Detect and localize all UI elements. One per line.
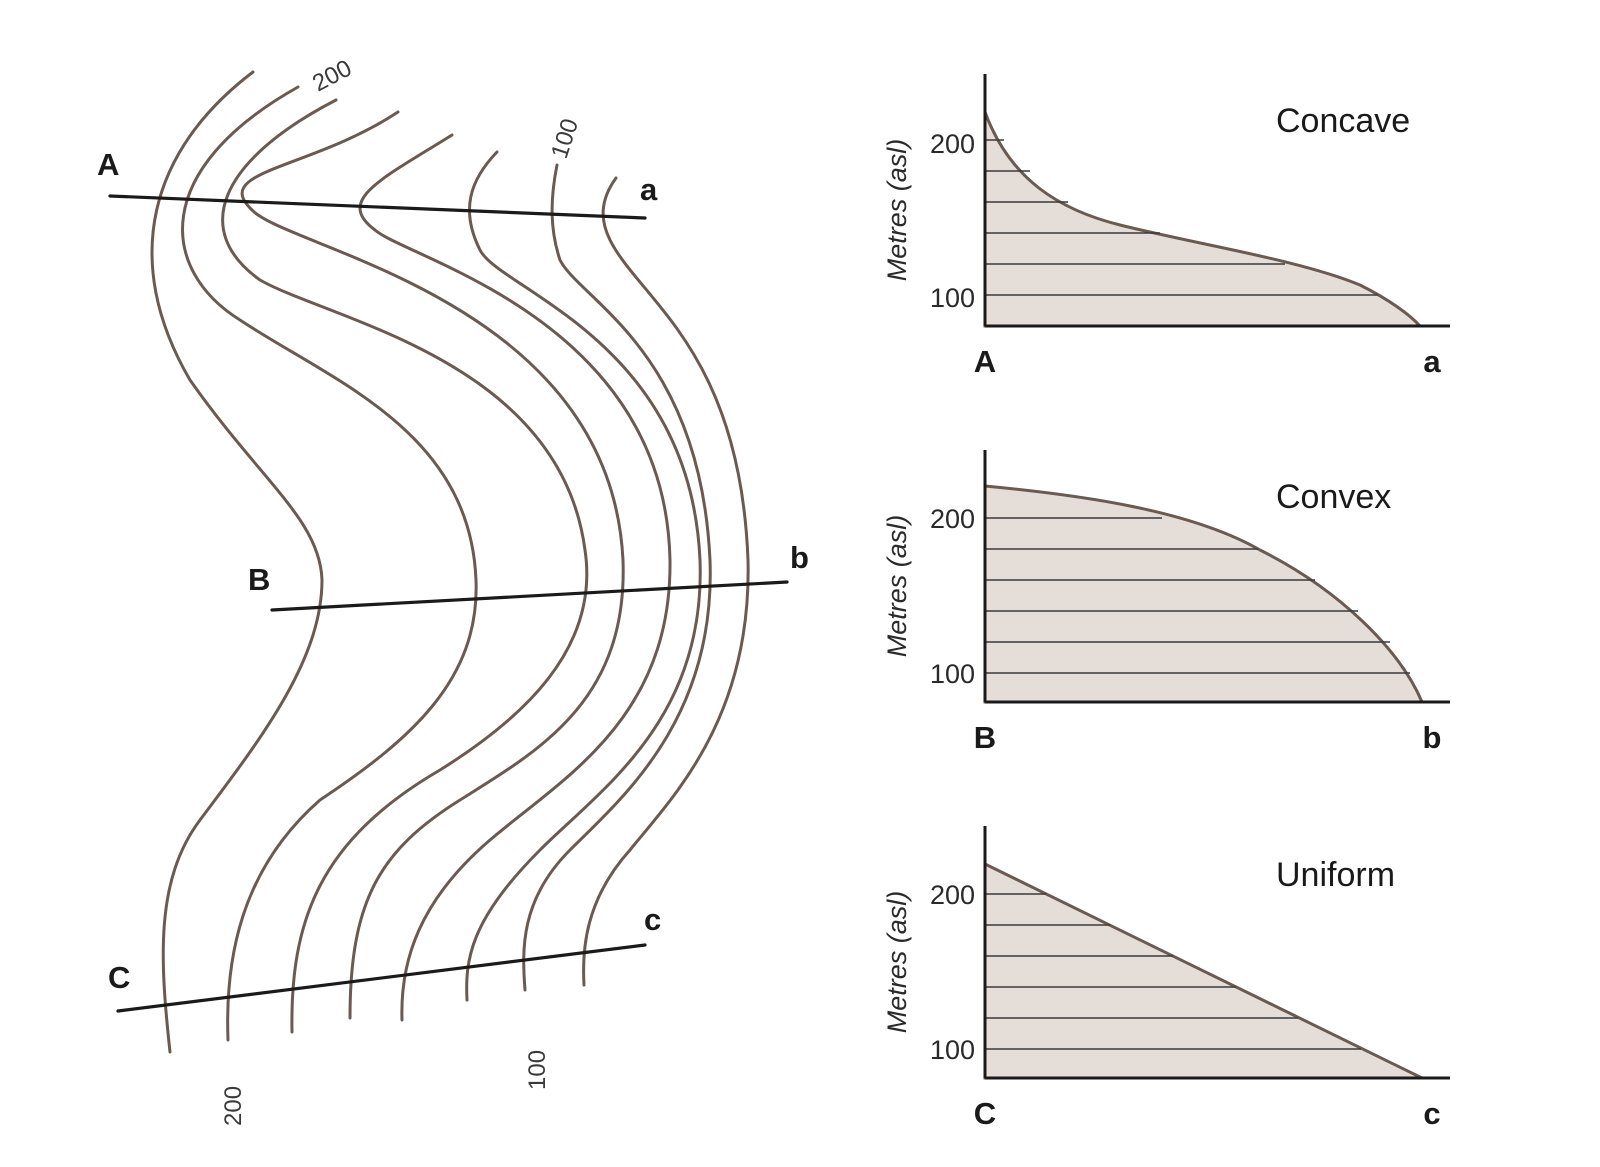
x-end-label: a	[1423, 344, 1441, 379]
section-line-A-a	[108, 194, 647, 220]
point-label-B: B	[248, 562, 270, 597]
point-label-C: C	[108, 960, 130, 995]
hatch-lines	[985, 893, 1361, 1050]
contour-line	[221, 98, 589, 1034]
contour-map: A a B b C c 200 100 200 100	[97, 55, 809, 1126]
contour-label-200-bottom: 200	[220, 1086, 247, 1126]
y-axis-label: Metres (asl)	[882, 139, 912, 282]
y-axis-label: Metres (asl)	[882, 891, 912, 1034]
contour-line	[240, 110, 625, 1020]
profile-area-convex	[983, 484, 1425, 704]
profile-concave: 200 100 Metres (asl) A a Concave	[882, 74, 1450, 379]
contour-line	[582, 176, 750, 987]
profile-title: Convex	[1276, 478, 1391, 516]
x-start-label: C	[974, 1096, 996, 1131]
y-axis-label: Metres (asl)	[882, 515, 912, 658]
hatch-lines	[985, 517, 1410, 674]
profile-title: Concave	[1276, 102, 1410, 140]
contour-label-200-top: 200	[308, 55, 356, 98]
profile-area-uniform	[983, 861, 1423, 1080]
profile-area-concave	[983, 111, 1424, 328]
y-tick-200: 200	[930, 129, 975, 159]
contour-label-100-top: 100	[546, 115, 584, 161]
x-end-label: b	[1423, 720, 1442, 755]
x-end-label: c	[1423, 1096, 1440, 1131]
y-tick-100: 100	[930, 659, 975, 689]
y-tick-200: 200	[930, 504, 975, 534]
section-line-B-b	[270, 580, 789, 612]
x-start-label: A	[974, 344, 996, 379]
y-tick-100: 100	[930, 283, 975, 313]
point-label-c: c	[644, 902, 661, 937]
contour-line	[465, 150, 702, 1002]
hatch-lines	[985, 139, 1378, 296]
point-label-a: a	[640, 172, 658, 207]
y-tick-200: 200	[930, 880, 975, 910]
point-label-A: A	[97, 147, 119, 182]
contour-line	[150, 70, 324, 1054]
x-start-label: B	[974, 720, 996, 755]
profile-title: Uniform	[1276, 856, 1395, 894]
point-label-b: b	[790, 540, 809, 575]
contour-line	[522, 163, 712, 992]
contour-label-100-bottom: 100	[524, 1050, 551, 1090]
profile-convex: 200 100 Metres (asl) B b Convex	[882, 450, 1450, 755]
contour-line	[358, 133, 672, 1022]
y-tick-100: 100	[930, 1035, 975, 1065]
profile-uniform: 200 100 Metres (asl) C c Uniform	[882, 826, 1450, 1131]
contour-line	[181, 85, 478, 1042]
section-line-C-c	[116, 943, 647, 1013]
